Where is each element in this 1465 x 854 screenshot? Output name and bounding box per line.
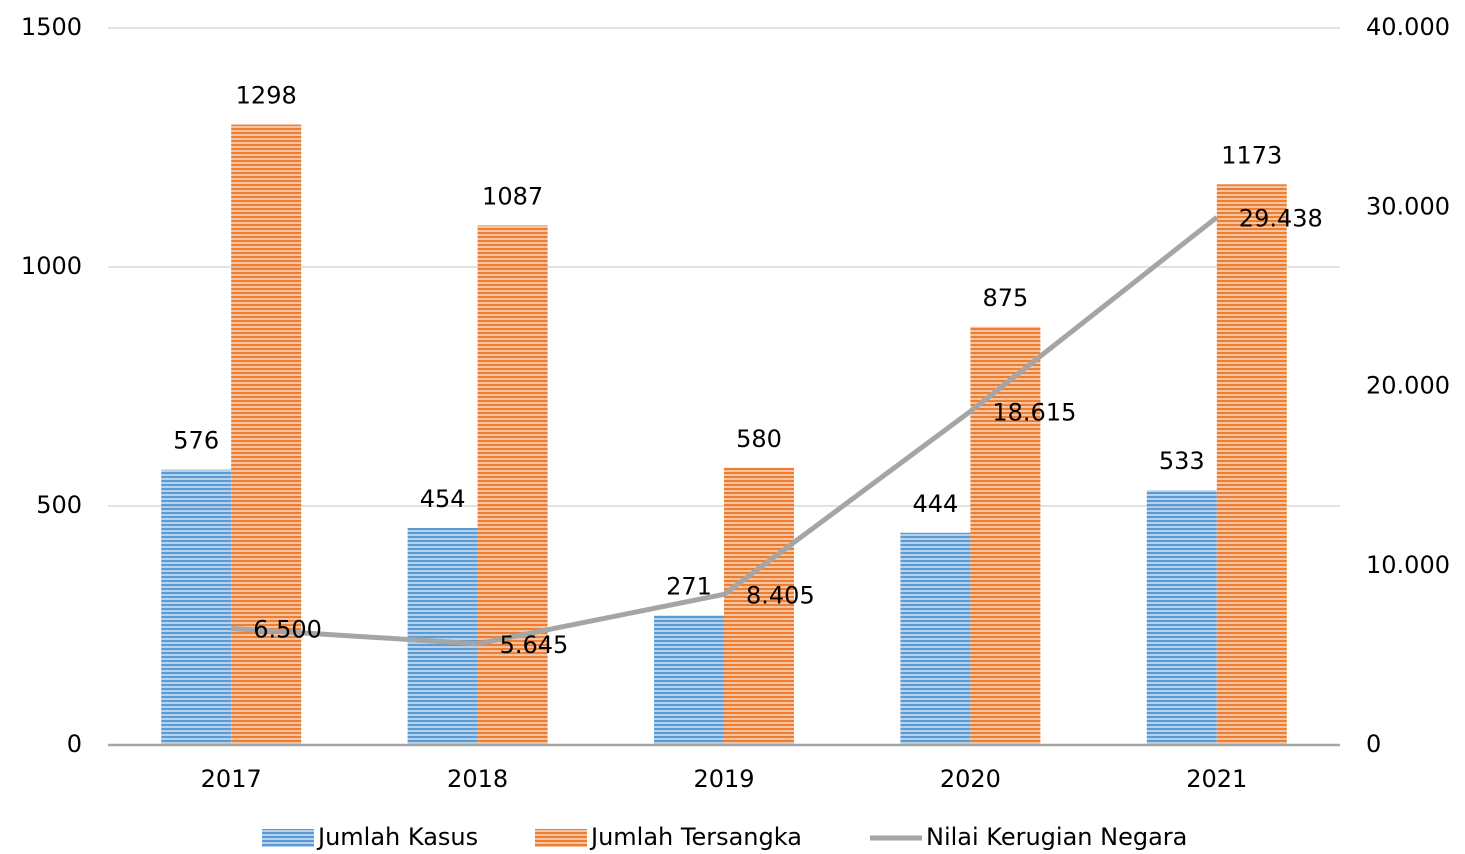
data-label: 1087 [482, 182, 543, 210]
data-label: 8.405 [746, 581, 815, 609]
data-label: 444 [912, 490, 958, 518]
bar [724, 467, 794, 745]
bar [970, 326, 1041, 745]
bar [407, 527, 478, 745]
y2-tick-label: 0 [1366, 730, 1381, 758]
x-tick-label: 2017 [201, 765, 262, 793]
data-label: 18.615 [992, 398, 1076, 426]
bar [1216, 184, 1287, 745]
x-tick-label: 2021 [1186, 765, 1247, 793]
data-label: 454 [420, 485, 466, 513]
bar [1146, 490, 1217, 745]
bar [900, 532, 971, 745]
y-tick-label: 1500 [21, 13, 82, 41]
bar [477, 225, 548, 745]
data-label: 576 [173, 427, 219, 455]
data-label: 580 [736, 425, 782, 453]
y2-tick-label: 30.000 [1366, 192, 1450, 220]
data-label: 5.645 [500, 631, 569, 659]
x-tick-label: 2020 [940, 765, 1001, 793]
y-tick-label: 1000 [21, 252, 82, 280]
bar [231, 124, 302, 745]
data-label: 29.438 [1239, 204, 1323, 232]
legend-swatch [262, 829, 314, 847]
line [231, 215, 1219, 647]
bar [654, 615, 724, 745]
x-tick-label: 2018 [447, 765, 508, 793]
bar [161, 469, 232, 745]
legend-swatch [535, 829, 587, 847]
data-label: 6.500 [253, 615, 322, 643]
legend-label: Jumlah Kasus [316, 823, 478, 851]
y2-tick-label: 40.000 [1366, 13, 1450, 41]
data-label: 1173 [1221, 141, 1282, 169]
y-tick-label: 500 [36, 491, 82, 519]
legend-label: Jumlah Tersangka [589, 823, 802, 851]
y2-tick-label: 10.000 [1366, 551, 1450, 579]
y-tick-label: 0 [67, 730, 82, 758]
data-label: 1298 [236, 82, 297, 110]
data-label: 533 [1159, 447, 1205, 475]
legend-label: Nilai Kerugian Negara [926, 823, 1187, 851]
data-label: 875 [982, 284, 1028, 312]
y2-tick-label: 20.000 [1366, 372, 1450, 400]
x-tick-label: 2019 [693, 765, 754, 793]
